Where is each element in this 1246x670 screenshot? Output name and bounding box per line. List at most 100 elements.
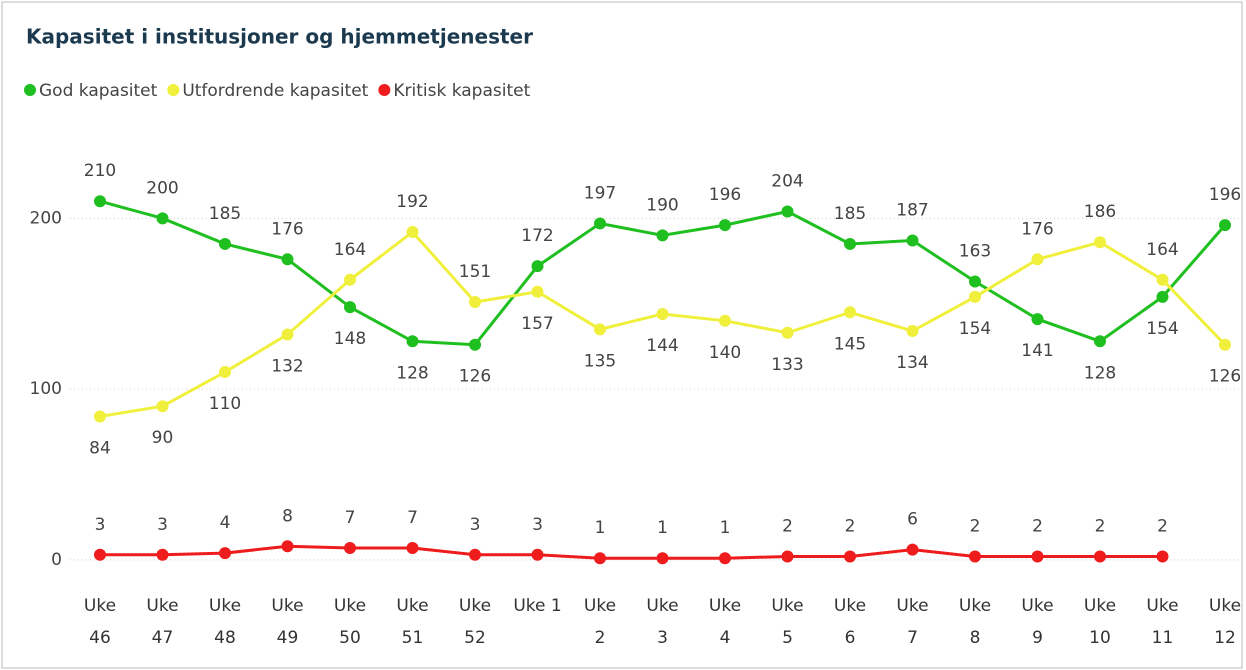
data-label: 2 [1032,517,1043,537]
point [656,552,669,565]
data-label: 151 [459,262,491,282]
legend-marker [167,84,180,96]
series-line [99,199,1227,347]
point [906,325,919,338]
data-label: 145 [834,334,866,354]
data-label: 144 [646,336,678,356]
point [531,260,544,273]
data-label: 172 [521,226,553,246]
x-tick-label: Uke 1 [513,596,562,616]
data-label: 90 [152,428,174,448]
data-label: 176 [1021,219,1053,239]
legend-label: Kritisk kapasitet [393,81,530,101]
point [719,552,731,565]
x-tick-label: Uke 7 [896,596,929,648]
point [156,400,169,413]
x-tick-label: Uke 46 [83,596,117,648]
data-label: 148 [334,329,366,349]
point [219,366,231,379]
data-label: 164 [334,240,366,260]
point [656,307,669,320]
x-tick-label: Uke 52 [458,596,492,648]
x-tick-label: Uke 8 [958,596,992,648]
x-tick-label: Uke 2 [583,596,617,648]
point [344,541,356,554]
x-tick-label: Uke 11 [1146,596,1179,648]
point [469,548,481,561]
point [156,548,169,561]
point [1094,335,1106,348]
data-label: 3 [157,515,168,535]
point [1156,290,1169,303]
legend-marker [378,84,391,96]
point [219,237,231,250]
x-tick-label: Uke 51 [396,596,429,648]
point [1031,253,1044,266]
y-tick-label: 200 [30,208,62,228]
chart-title: Kapasitet i institusjoner og hjemmetjene… [26,25,533,49]
data-label: 4 [220,513,231,533]
data-label: 3 [470,515,481,535]
point [406,225,419,238]
point [1156,550,1169,563]
data-label: 2 [970,517,981,537]
x-tick-label: Uke 5 [771,596,804,648]
point [844,306,856,319]
data-label: 186 [1084,202,1116,222]
y-tick-label: 0 [51,550,62,570]
x-tick-label: Uke 3 [646,596,679,648]
data-label: 8 [282,506,293,526]
data-label: 126 [459,367,491,387]
point [156,212,169,225]
data-label: 3 [532,515,543,535]
point [1031,313,1044,326]
data-label: 135 [584,351,616,371]
data-label: 164 [1146,240,1178,260]
x-tick-label: Uke 9 [1021,596,1054,648]
point [406,541,419,554]
legend-label: God kapasitet [39,81,158,101]
point [281,328,294,341]
point [1031,550,1044,563]
point [344,301,356,314]
point [844,550,856,563]
data-label: 192 [396,192,428,212]
data-label: 185 [834,204,866,224]
data-label: 7 [407,508,418,528]
point [406,335,419,348]
point [719,314,731,327]
x-tick-label: Uke 47 [146,596,179,648]
data-label: 204 [771,171,803,191]
data-label: 3 [95,515,106,535]
point [281,253,294,266]
point [469,296,481,309]
point [1156,273,1169,286]
point [969,290,981,303]
data-label: 185 [209,204,241,224]
point [906,543,919,556]
data-label: 196 [709,185,741,205]
data-label: 163 [959,242,991,262]
data-label: 133 [771,355,803,375]
x-tick-label: Uke 4 [708,596,742,648]
x-tick-label: Uke 48 [208,596,242,648]
data-label: 157 [521,314,553,334]
point [94,548,106,561]
data-label: 134 [896,353,928,373]
data-label: 1 [595,518,606,538]
point [719,219,731,232]
point [94,195,106,208]
point [969,275,981,288]
data-label: 196 [1209,185,1241,205]
series-line [100,544,1163,560]
point [1219,219,1231,232]
point [1094,236,1106,249]
data-label: 128 [396,363,428,383]
data-label: 2 [1157,517,1168,537]
data-label: 126 [1209,367,1241,387]
data-label: 197 [584,183,616,203]
point [594,552,606,565]
